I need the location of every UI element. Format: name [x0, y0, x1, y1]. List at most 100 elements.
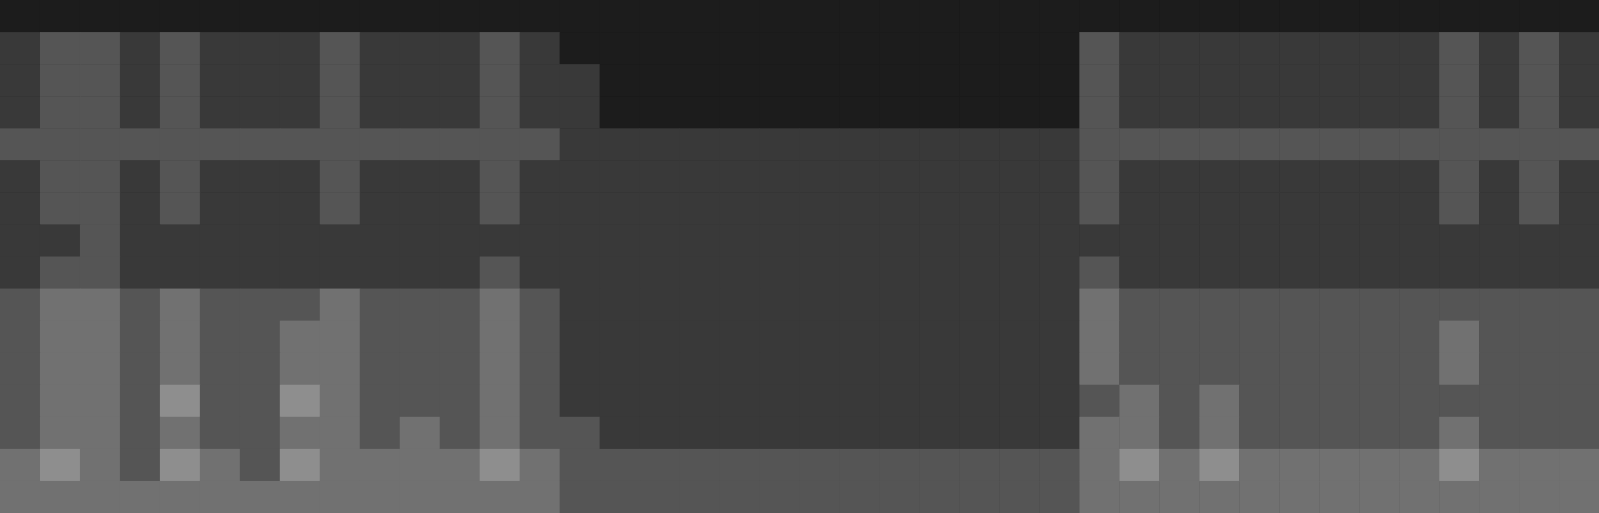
heat-cell: [1039, 385, 1079, 418]
heat-cell: [600, 224, 640, 257]
heat-cell: [680, 0, 720, 33]
heat-cell: [1279, 449, 1319, 482]
heat-cell: [1199, 32, 1239, 65]
heat-cell: [320, 481, 360, 513]
heat-cell: [720, 224, 760, 257]
heat-cell: [760, 64, 800, 97]
heat-cell: [720, 160, 760, 193]
heat-cell: [560, 0, 600, 33]
heat-cell: [1399, 224, 1439, 257]
heat-cell: [360, 257, 400, 290]
heat-cell: [1119, 449, 1159, 482]
heat-cell: [959, 257, 999, 290]
heat-cell: [959, 64, 999, 97]
heat-cell: [800, 32, 840, 65]
heat-cell: [120, 417, 160, 450]
heat-cell: [1239, 289, 1279, 322]
heat-cell: [839, 289, 879, 322]
heat-cell: [120, 0, 160, 33]
heat-cell: [240, 449, 280, 482]
heat-cell: [919, 449, 959, 482]
heat-cell: [1079, 32, 1119, 65]
heat-cell: [360, 321, 400, 354]
heat-cell: [160, 353, 200, 386]
heat-cell: [1239, 32, 1279, 65]
heat-cell: [0, 353, 40, 386]
heat-cell: [120, 64, 160, 97]
heat-cell: [1239, 64, 1279, 97]
heat-cell: [1319, 353, 1359, 386]
heat-cell: [320, 64, 360, 97]
heat-cell: [120, 32, 160, 65]
heat-cell: [1119, 481, 1159, 513]
heat-cell: [360, 96, 400, 129]
heat-cell: [1359, 224, 1399, 257]
heat-cell: [1359, 128, 1399, 161]
heat-cell: [879, 192, 919, 225]
heat-cell: [280, 96, 320, 129]
heat-cell: [0, 0, 40, 33]
heat-cell: [320, 32, 360, 65]
heat-cell: [1479, 0, 1519, 33]
heat-cell: [1279, 96, 1319, 129]
heat-cell: [1399, 0, 1439, 33]
heat-cell: [959, 0, 999, 33]
heat-cell: [1359, 353, 1399, 386]
heat-cell: [720, 64, 760, 97]
heat-cell: [560, 96, 600, 129]
heat-cell: [1239, 96, 1279, 129]
heat-cell: [1319, 321, 1359, 354]
heat-cell: [1199, 321, 1239, 354]
heat-cell: [1359, 289, 1399, 322]
heat-cell: [1239, 321, 1279, 354]
heat-cell: [280, 64, 320, 97]
heat-cell: [240, 417, 280, 450]
heat-cell: [600, 0, 640, 33]
heat-cell: [1359, 160, 1399, 193]
heat-cell: [1119, 353, 1159, 386]
heat-cell: [999, 224, 1039, 257]
heat-cell: [680, 128, 720, 161]
heat-cell: [1559, 0, 1599, 33]
heat-cell: [560, 128, 600, 161]
heat-cell: [0, 321, 40, 354]
heat-cell: [560, 289, 600, 322]
heat-cell: [919, 192, 959, 225]
heat-cell: [40, 321, 80, 354]
heat-cell: [1559, 96, 1599, 129]
heat-cell: [0, 289, 40, 322]
heat-cell: [400, 64, 440, 97]
heat-cell: [40, 481, 80, 513]
heat-cell: [400, 160, 440, 193]
heat-cell: [320, 321, 360, 354]
heat-cell: [160, 321, 200, 354]
heat-cell: [440, 96, 480, 129]
heat-cell: [839, 224, 879, 257]
heat-cell: [1119, 192, 1159, 225]
heat-cell: [0, 64, 40, 97]
heat-cell: [959, 96, 999, 129]
heat-cell: [320, 385, 360, 418]
heat-cell: [1039, 417, 1079, 450]
heat-cell: [1399, 481, 1439, 513]
heat-cell: [1399, 64, 1439, 97]
heat-cell: [999, 160, 1039, 193]
heat-cell: [1359, 321, 1399, 354]
heat-cell: [720, 96, 760, 129]
heat-cell: [40, 0, 80, 33]
heat-cell: [720, 385, 760, 418]
heat-cell: [640, 128, 680, 161]
heat-cell: [1199, 192, 1239, 225]
heat-cell: [480, 481, 520, 513]
heat-cell: [1559, 224, 1599, 257]
heat-cell: [720, 0, 760, 33]
heat-cell: [879, 289, 919, 322]
heat-cell: [800, 224, 840, 257]
heat-cell: [160, 385, 200, 418]
heat-cell: [0, 385, 40, 418]
heat-cell: [1359, 64, 1399, 97]
heat-cell: [1279, 385, 1319, 418]
heat-cell: [600, 64, 640, 97]
heat-cell: [600, 32, 640, 65]
heat-cell: [80, 224, 120, 257]
